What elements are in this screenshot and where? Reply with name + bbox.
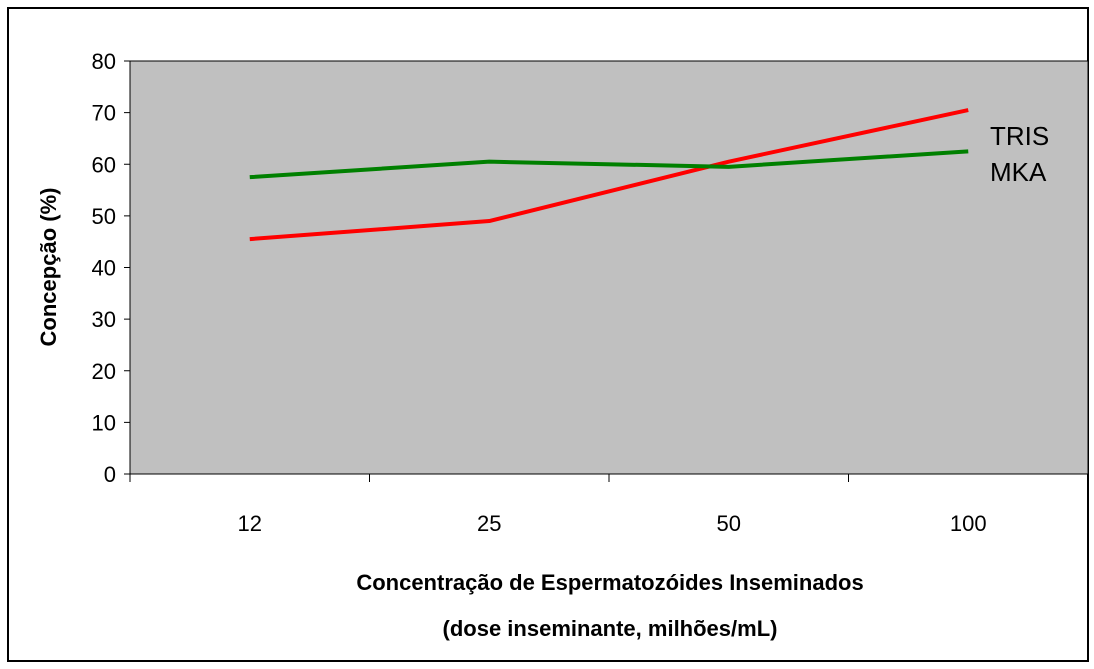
x-tick-label: 50 — [717, 511, 741, 536]
y-tick-label: 40 — [92, 256, 116, 281]
x-axis-title-line1: Concentração de Espermatozóides Insemina… — [356, 570, 863, 595]
x-tick-label: 100 — [950, 511, 987, 536]
y-tick-label: 20 — [92, 359, 116, 384]
y-tick-label: 60 — [92, 152, 116, 177]
legend-label-tris: TRIS — [990, 121, 1049, 151]
x-tick-label: 12 — [238, 511, 262, 536]
y-axis-title: Concepção (%) — [36, 188, 61, 347]
series-line-tris — [249, 108, 969, 242]
plot-area — [129, 60, 1089, 475]
y-tick-label: 50 — [92, 204, 116, 229]
x-axis-title-line2: (dose inseminante, milhões/mL) — [443, 616, 778, 641]
y-tick-label: 70 — [92, 101, 116, 126]
y-axis: 0 10 20 30 40 50 60 70 80 — [92, 49, 130, 487]
x-tick-label: 25 — [477, 511, 501, 536]
y-tick-label: 0 — [104, 462, 116, 487]
legend-label-mka: MKA — [990, 157, 1047, 187]
x-axis: 12 25 50 100 — [129, 474, 1089, 536]
y-tick-label: 80 — [92, 49, 116, 74]
series-layer — [249, 108, 969, 242]
y-tick-label: 30 — [92, 307, 116, 332]
legend: TRIS MKA — [990, 121, 1049, 187]
y-tick-label: 10 — [92, 410, 116, 435]
series-line-mka — [249, 149, 969, 180]
